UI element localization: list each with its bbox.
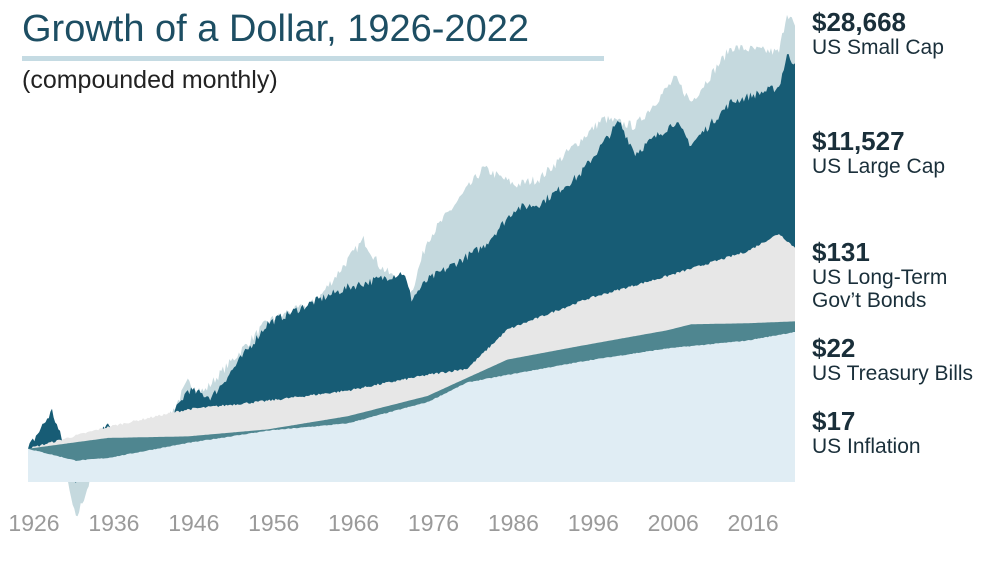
x-axis-ticks: 1926 1936 1946 1956 1966 1976 1986 1996 2006 2016 [8, 510, 778, 536]
title-underline [22, 56, 604, 61]
label-bonds-value: $131 [812, 237, 870, 267]
label-small-cap-name: US Small Cap [812, 36, 944, 59]
label-large-cap-name: US Large Cap [812, 155, 946, 178]
label-large-cap-value: $11,527 [812, 126, 905, 156]
label-inflation-name: US Inflation [812, 435, 921, 458]
x-tick-2006: 2006 [648, 510, 699, 536]
x-tick-1996: 1996 [568, 510, 619, 536]
label-small-cap: $28,668 US Small Cap [812, 8, 944, 59]
x-tick-1936: 1936 [88, 510, 139, 536]
label-tbills-name: US Treasury Bills [812, 362, 974, 385]
label-bonds-name-line2: Gov’t Bonds [812, 289, 927, 312]
area-us-inflation [28, 332, 795, 482]
x-tick-2016: 2016 [728, 510, 779, 536]
x-tick-1956: 1956 [248, 510, 299, 536]
x-tick-1966: 1966 [328, 510, 379, 536]
label-tbills: $22 US Treasury Bills [812, 334, 973, 385]
chart-subtitle: (compounded monthly) [22, 66, 278, 94]
chart-title: Growth of a Dollar, 1926-2022 [22, 8, 529, 50]
x-tick-1926: 1926 [8, 510, 59, 536]
x-tick-1946: 1946 [168, 510, 219, 536]
label-inflation: $17 US Inflation [812, 407, 921, 458]
x-tick-1976: 1976 [408, 510, 459, 536]
label-large-cap: $11,527 US Large Cap [812, 127, 945, 178]
label-small-cap-value: $28,668 [812, 7, 906, 37]
label-bonds-name: US Long-Term [812, 266, 948, 289]
x-tick-1986: 1986 [488, 510, 539, 536]
label-inflation-value: $17 [812, 406, 856, 436]
chart-areas [28, 14, 795, 517]
label-tbills-value: $22 [812, 333, 856, 363]
label-bonds: $131 US Long-Term Gov’t Bonds [812, 238, 947, 312]
